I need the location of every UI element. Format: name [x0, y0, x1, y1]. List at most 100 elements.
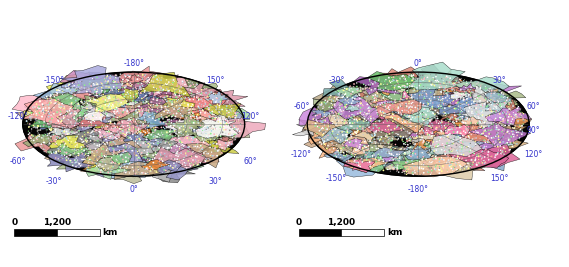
Point [46, 95, 55, 99]
Point [192, 88, 201, 92]
Point [389, 158, 398, 162]
Point [228, 123, 237, 127]
Point [447, 137, 456, 141]
Point [110, 107, 119, 111]
Point [382, 155, 391, 159]
Point [100, 161, 109, 165]
Point [89, 134, 98, 139]
Point [387, 117, 397, 121]
Point [411, 83, 420, 88]
Point [319, 137, 328, 141]
Point [373, 103, 382, 107]
Point [200, 159, 209, 163]
Point [180, 128, 189, 132]
Point [442, 161, 451, 165]
Polygon shape [377, 112, 393, 117]
Point [191, 135, 200, 139]
Polygon shape [68, 137, 89, 146]
Point [64, 156, 73, 160]
Point [352, 155, 361, 159]
Point [402, 141, 411, 145]
Point [111, 161, 120, 165]
Point [78, 134, 87, 139]
Point [343, 155, 352, 159]
Point [343, 106, 352, 110]
Point [345, 135, 354, 140]
Point [114, 132, 123, 136]
Point [420, 164, 430, 168]
Point [424, 102, 433, 106]
Point [134, 156, 143, 160]
Point [386, 166, 395, 170]
Point [411, 127, 420, 131]
Point [174, 109, 183, 113]
Polygon shape [369, 119, 414, 138]
Point [90, 88, 99, 92]
Point [213, 154, 222, 158]
Point [417, 164, 426, 168]
Point [449, 165, 458, 169]
Polygon shape [410, 159, 429, 173]
Point [209, 127, 218, 131]
Point [159, 109, 168, 114]
Point [155, 133, 164, 138]
Point [415, 124, 424, 128]
Point [104, 168, 113, 172]
Point [432, 101, 442, 105]
Point [362, 119, 372, 123]
Point [489, 140, 498, 144]
Point [120, 75, 129, 80]
Point [185, 131, 194, 135]
Point [174, 89, 183, 93]
Point [122, 101, 131, 105]
Point [510, 113, 519, 117]
Point [160, 141, 170, 145]
Point [108, 151, 117, 155]
Point [451, 135, 460, 139]
Point [112, 93, 121, 97]
Point [415, 93, 424, 98]
Point [60, 140, 69, 145]
Point [65, 136, 75, 140]
Polygon shape [424, 142, 436, 147]
Point [191, 86, 200, 90]
Point [215, 117, 224, 121]
Point [101, 154, 110, 159]
Point [72, 156, 81, 160]
Point [187, 164, 196, 168]
Point [497, 117, 506, 122]
Point [405, 118, 414, 123]
Point [325, 115, 335, 119]
Polygon shape [318, 124, 341, 135]
Polygon shape [100, 137, 125, 152]
Point [164, 161, 174, 166]
Point [187, 116, 196, 120]
Point [125, 130, 134, 134]
Point [341, 118, 350, 122]
Point [337, 118, 347, 122]
Point [111, 170, 120, 174]
Point [46, 132, 55, 136]
Point [380, 79, 389, 83]
Point [374, 78, 384, 83]
Point [476, 154, 485, 158]
Point [411, 136, 420, 140]
Point [491, 116, 500, 121]
Point [97, 142, 106, 146]
Point [172, 145, 181, 149]
Point [57, 156, 67, 160]
Polygon shape [463, 128, 490, 139]
Point [513, 104, 522, 108]
Point [187, 120, 196, 124]
Polygon shape [114, 114, 142, 130]
Point [372, 103, 381, 107]
Point [353, 120, 362, 124]
Point [187, 132, 196, 137]
Polygon shape [129, 133, 141, 139]
Point [173, 103, 182, 107]
Point [155, 78, 164, 82]
Point [325, 97, 334, 101]
Point [110, 141, 119, 145]
Point [391, 73, 401, 77]
Point [162, 115, 171, 120]
